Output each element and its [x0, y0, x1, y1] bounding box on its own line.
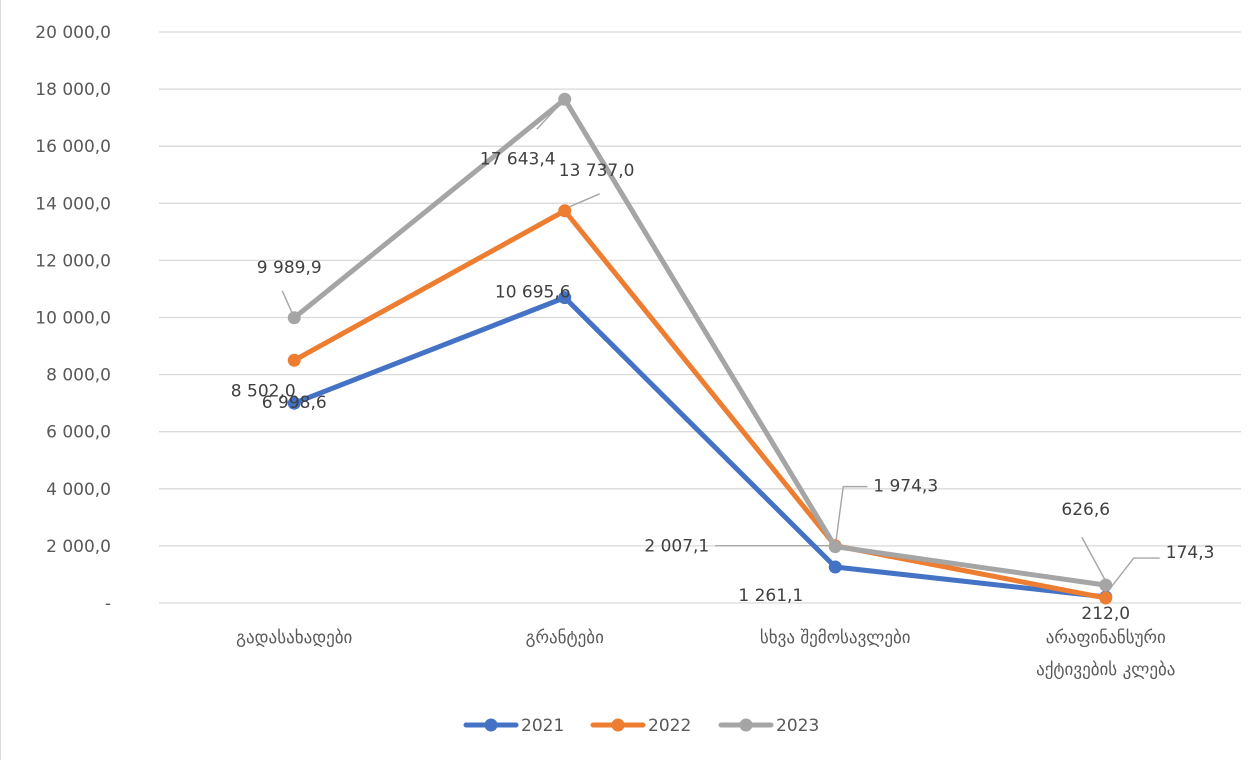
data-point-2023 — [828, 540, 842, 554]
x-tick-label: გადასახადები — [236, 628, 352, 648]
y-tick-label: 8 000,0 — [46, 366, 111, 386]
y-tick-label: 20 000,0 — [35, 23, 111, 43]
data-point-2023 — [558, 92, 572, 106]
y-tick-label: - — [105, 594, 111, 614]
data-label-leader-lines — [281, 98, 1160, 595]
data-label-2021: 6 998,6 — [262, 393, 327, 413]
data-label-2021: 1 261,1 — [738, 586, 803, 606]
legend-marker-2021 — [484, 718, 498, 732]
data-point-2021 — [828, 560, 842, 574]
y-tick-label: 14 000,0 — [35, 194, 111, 214]
y-tick-label: 16 000,0 — [35, 137, 111, 157]
data-label-2021: 10 695,6 — [495, 283, 571, 303]
y-tick-label: 10 000,0 — [35, 309, 111, 329]
series-line-2021 — [291, 295, 1109, 600]
leader-line — [1081, 536, 1107, 582]
y-tick-label: 4 000,0 — [46, 480, 111, 500]
y-axis: - 2 000,0 4 000,0 6 000,0 8 000,0 10 000,0 12 … — [35, 23, 111, 614]
legend-label-2023: 2023 — [776, 716, 819, 736]
y-tick-label: 2 000,0 — [46, 537, 111, 557]
data-label-2022: 2 007,1 — [644, 537, 709, 557]
legend-marker-2023 — [739, 718, 753, 732]
data-label-2023: 17 643,4 — [480, 149, 556, 169]
leader-line — [1105, 557, 1160, 595]
data-label-2023: 1 974,3 — [873, 477, 938, 497]
data-label-2022: 174,3 — [1166, 543, 1215, 563]
y-tick-label: 12 000,0 — [35, 251, 111, 271]
data-point-2023 — [287, 311, 301, 325]
data-label-2021: 212,0 — [1081, 604, 1130, 624]
data-label-2022: 13 737,0 — [559, 161, 635, 181]
x-tick-label: გრანტები — [526, 628, 604, 648]
series-line-2023 — [291, 96, 1109, 588]
x-tick-label: სხვა შემოსავლები — [760, 628, 911, 648]
data-label-2023: 9 989,9 — [257, 258, 322, 278]
legend: 2021 2022 2023 — [463, 716, 819, 736]
data-label-2023: 626,6 — [1061, 500, 1110, 520]
legend-label-2022: 2022 — [648, 716, 691, 736]
leader-line — [834, 485, 868, 547]
series-line-2022 — [291, 208, 1109, 601]
data-point-2021 — [287, 396, 301, 410]
series-lines — [287, 92, 1113, 605]
x-axis: გადასახადები გრანტები სხვა შემოსავლები არაფ… — [236, 628, 1175, 680]
data-point-2022 — [558, 204, 572, 218]
data-point-2021 — [558, 291, 572, 305]
y-tick-label: 18 000,0 — [35, 80, 111, 100]
data-point-2022 — [287, 353, 301, 367]
legend-marker-2022 — [611, 718, 625, 732]
leader-line — [564, 193, 601, 210]
data-labels: 6 998,6 10 695,6 1 261,1 212,0 8 502,0 13 737… — [231, 149, 1215, 624]
data-point-2023 — [1099, 578, 1113, 592]
legend-label-2021: 2021 — [521, 716, 564, 736]
x-tick-label: არაფინანსური აქტივების კლება — [1036, 628, 1175, 680]
data-point-2022 — [1099, 591, 1113, 605]
y-tick-label: 6 000,0 — [46, 423, 111, 443]
data-label-2022: 8 502,0 — [231, 381, 296, 401]
